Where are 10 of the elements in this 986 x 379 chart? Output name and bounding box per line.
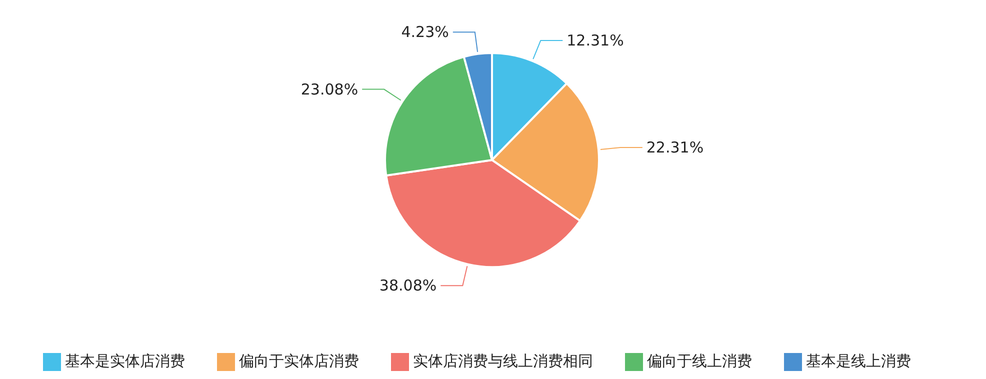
data-label: 22.31% bbox=[646, 138, 704, 157]
data-label: 38.08% bbox=[379, 276, 437, 295]
legend-label: 基本是实体店消费 bbox=[65, 352, 185, 370]
data-label: 4.23% bbox=[401, 23, 449, 42]
data-label: 23.08% bbox=[300, 80, 358, 98]
legend-label: 偏向于线上消费 bbox=[647, 352, 752, 370]
legend-label: 实体店消费与线上消费相同 bbox=[413, 352, 593, 370]
legend-label: 偏向于实体店消费 bbox=[239, 352, 359, 370]
legend-label: 基本是线上消费 bbox=[806, 352, 911, 370]
data-label: 12.31% bbox=[566, 32, 624, 50]
